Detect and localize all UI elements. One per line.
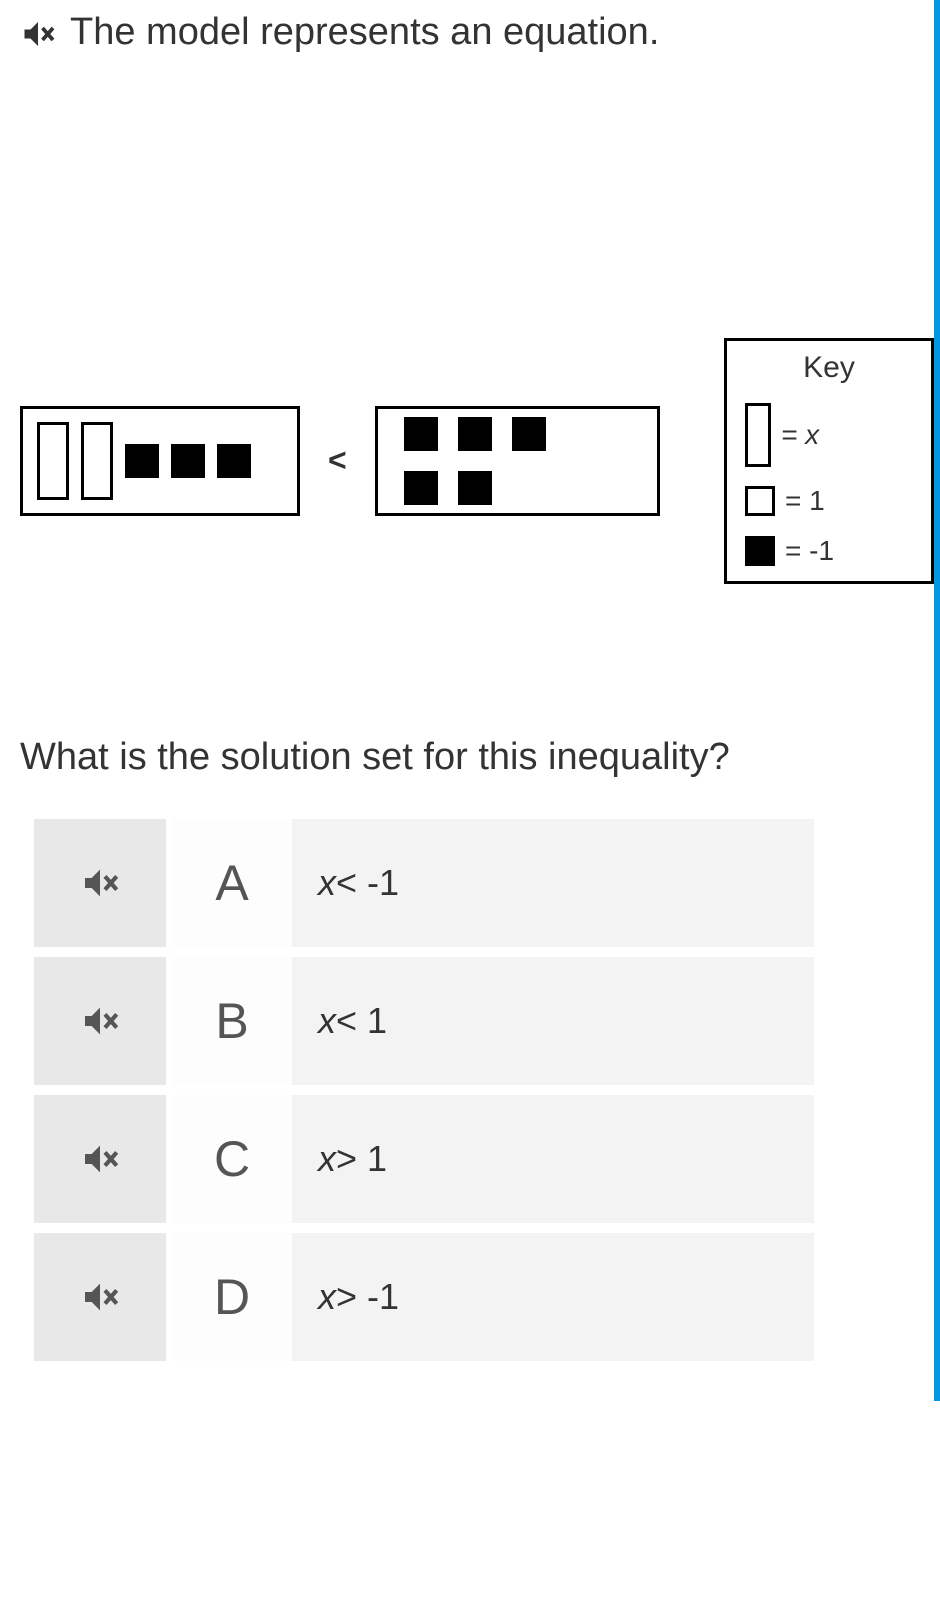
negative-one-tile (512, 417, 546, 451)
key-label: = 1 (785, 485, 825, 517)
x-tile (81, 422, 113, 500)
choice-letter: C (172, 1095, 292, 1223)
choice-answer: x < -1 (292, 819, 814, 947)
choice-letter: D (172, 1233, 292, 1361)
choice-d[interactable]: D x > -1 (34, 1233, 814, 1361)
choices-list: A x < -1 B x < 1 C x > 1 (20, 819, 914, 1361)
key-row-one: = 1 (745, 485, 931, 517)
x-tile (37, 422, 69, 500)
negative-one-tile (404, 471, 438, 505)
key-label: = x (781, 419, 819, 451)
choice-answer: x > 1 (292, 1095, 814, 1223)
choice-answer: x < 1 (292, 957, 814, 1085)
choice-answer: x > -1 (292, 1233, 814, 1361)
choice-c[interactable]: C x > 1 (34, 1095, 814, 1223)
one-tile-icon (745, 486, 775, 516)
key-label: = -1 (785, 535, 834, 567)
left-expression-box (20, 406, 300, 516)
prompt-row: The model represents an equation. (20, 0, 914, 56)
question-text: What is the solution set for this inequa… (20, 736, 914, 779)
speaker-muted-icon[interactable] (34, 1095, 166, 1223)
negative-one-tile (458, 471, 492, 505)
key-title: Key (745, 351, 931, 385)
model-row: < (20, 406, 660, 516)
speaker-muted-icon[interactable] (34, 957, 166, 1085)
choice-a[interactable]: A x < -1 (34, 819, 814, 947)
choice-b[interactable]: B x < 1 (34, 957, 814, 1085)
negative-one-tile (458, 417, 492, 451)
negative-one-tile-icon (745, 536, 775, 566)
key-row-x: = x (745, 403, 931, 467)
right-expression-box (375, 406, 660, 516)
less-than-sign: < (328, 442, 347, 479)
speaker-muted-icon[interactable] (34, 819, 166, 947)
negative-one-tile (125, 444, 159, 478)
negative-one-tile (217, 444, 251, 478)
key-box: Key = x = 1 = -1 (724, 338, 934, 584)
key-row-negone: = -1 (745, 535, 931, 567)
choice-letter: B (172, 957, 292, 1085)
negative-one-tile (404, 417, 438, 451)
speaker-muted-icon[interactable] (34, 1233, 166, 1361)
choice-letter: A (172, 819, 292, 947)
negative-one-tile (171, 444, 205, 478)
x-tile-icon (745, 403, 771, 467)
speaker-muted-icon[interactable] (20, 16, 56, 52)
model-area: < Key = x = 1 = -1 (20, 56, 914, 596)
prompt-text: The model represents an equation. (70, 10, 659, 56)
